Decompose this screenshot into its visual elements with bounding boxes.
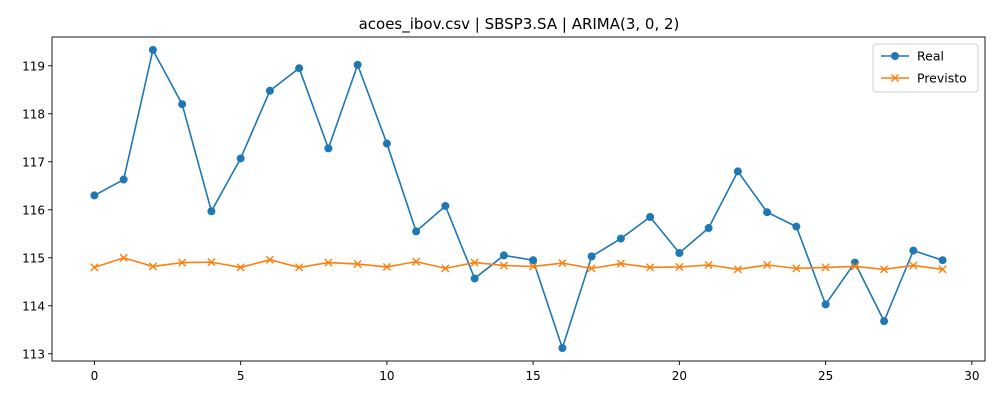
point-previsto-16	[558, 258, 567, 268]
point-previsto-19	[646, 263, 655, 272]
point-real-21	[704, 224, 713, 233]
point-real-9	[353, 60, 362, 69]
point-previsto-12	[441, 264, 450, 273]
point-previsto-3	[178, 258, 187, 267]
legend: Real Previsto	[872, 43, 979, 93]
point-previsto-22	[733, 265, 742, 274]
point-real-1	[119, 175, 128, 184]
point-previsto-11	[412, 257, 421, 266]
y-tick-label-1: 114	[22, 299, 45, 313]
point-real-6	[265, 86, 274, 95]
point-real-3	[178, 100, 187, 109]
point-real-19	[646, 213, 655, 221]
y-tick-label-0: 113	[22, 347, 45, 361]
point-real-10	[382, 139, 391, 148]
point-previsto-15	[529, 262, 538, 271]
point-previsto-27	[880, 265, 889, 274]
y-tick-label-2: 115	[22, 251, 45, 265]
point-previsto-10	[382, 262, 391, 272]
legend-marker-real	[891, 52, 899, 60]
point-previsto-9	[353, 259, 362, 269]
point-previsto-14	[499, 261, 508, 270]
point-real-28	[909, 246, 918, 255]
point-real-15	[529, 256, 538, 265]
y-tick-label-6: 119	[22, 59, 45, 73]
point-real-23	[763, 208, 772, 217]
series-line-previsto	[94, 256, 943, 271]
point-real-13	[470, 274, 479, 283]
point-real-5	[236, 154, 245, 163]
point-real-14	[499, 251, 508, 260]
point-real-17	[587, 252, 596, 261]
point-real-11	[412, 227, 421, 236]
point-real-7	[295, 64, 304, 73]
point-previsto-8	[324, 258, 333, 267]
x-tick-label-1: 5	[237, 369, 245, 383]
point-previsto-18	[616, 259, 625, 268]
y-tick-label-5: 118	[22, 107, 45, 121]
x-tick-label-5: 25	[818, 369, 833, 383]
point-previsto-29	[938, 265, 947, 274]
point-previsto-7	[295, 263, 304, 272]
point-previsto-6	[265, 255, 274, 264]
point-previsto-4	[207, 258, 216, 267]
point-previsto-0	[90, 263, 99, 272]
point-real-18	[616, 234, 625, 243]
point-real-22	[733, 167, 742, 176]
x-tick-label-3: 15	[525, 369, 540, 383]
x-tick-label-2: 10	[379, 369, 394, 383]
point-real-12	[441, 201, 450, 210]
axes-frame	[51, 36, 986, 362]
point-real-26	[850, 258, 859, 267]
plot-area: 0 5 10 15 20 25 30 113 114 115 116 117 118 119	[22, 36, 986, 383]
point-previsto-23	[763, 260, 772, 270]
y-tick-label-3: 116	[22, 203, 45, 217]
point-real-20	[675, 249, 684, 257]
point-previsto-2	[148, 262, 157, 271]
x-tick-label-0: 0	[91, 369, 99, 383]
point-previsto-25	[821, 263, 830, 272]
point-real-2	[148, 45, 157, 54]
point-real-27	[880, 317, 889, 326]
point-previsto-1	[119, 253, 128, 262]
legend-marker-previsto	[890, 73, 900, 83]
series-line-real	[94, 47, 943, 351]
point-real-4	[207, 207, 216, 216]
point-real-25	[821, 300, 830, 309]
point-real-16	[558, 344, 567, 353]
point-real-24	[792, 222, 801, 231]
x-tick-label-6: 30	[964, 369, 979, 383]
point-previsto-21	[704, 260, 713, 270]
point-real-0	[90, 191, 99, 200]
point-previsto-20	[675, 262, 684, 272]
point-previsto-17	[587, 264, 596, 273]
point-previsto-28	[909, 261, 918, 270]
point-previsto-5	[236, 263, 245, 272]
point-real-8	[324, 144, 333, 153]
legend-label-previsto: Previsto	[917, 71, 967, 86]
point-previsto-13	[470, 258, 479, 267]
legend-label-real: Real	[917, 49, 944, 64]
y-tick-label-4: 117	[22, 155, 45, 169]
x-tick-label-4: 20	[672, 369, 687, 383]
point-previsto-26	[850, 262, 859, 271]
chart-title: acoes_ibov.csv | SBSP3.SA | ARIMA(3, 0, …	[359, 15, 680, 34]
point-real-29	[938, 256, 947, 265]
point-previsto-24	[792, 264, 801, 273]
